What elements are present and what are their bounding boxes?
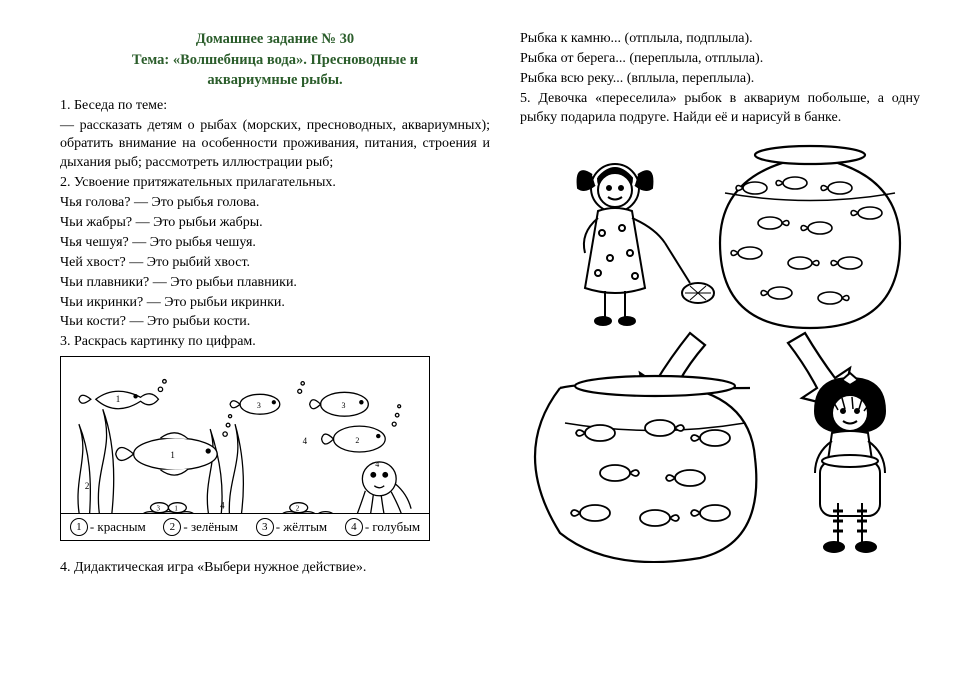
title-line-2: Тема: «Волшебница вода». Пресноводные и <box>60 51 490 71</box>
legend-label: - жёлтым <box>276 518 327 536</box>
section-1-heading: 1. Беседа по теме: <box>60 97 490 116</box>
legend-label: - зелёным <box>183 518 238 536</box>
svg-text:1: 1 <box>174 505 178 513</box>
svg-text:1: 1 <box>116 395 120 405</box>
title-line-3: аквариумные рыбы. <box>60 71 490 91</box>
title-line-1: Домашнее задание № 30 <box>60 30 490 50</box>
sentence-line: Рыбка от берега... (переплыла, отплыла). <box>520 50 920 69</box>
qa-line: Чей хвост? — Это рыбий хвост. <box>60 254 490 273</box>
svg-text:2: 2 <box>296 505 300 513</box>
qa-line: Чьи кости? — Это рыбьи кости. <box>60 313 490 332</box>
qa-line: Чья голова? — Это рыбья голова. <box>60 194 490 213</box>
section-5: 5. Девочка «переселила» рыбок в аквариум… <box>520 90 920 128</box>
section-3-heading: 3. Раскрась картинку по цифрам. <box>60 333 490 352</box>
qa-line: Чья чешуя? — Это рыбья чешуя. <box>60 234 490 253</box>
legend-label: - голубым <box>365 518 420 536</box>
svg-text:3: 3 <box>156 505 160 513</box>
coloring-figure: 2 4 1 1 <box>60 356 430 541</box>
svg-text:2: 2 <box>355 436 359 445</box>
qa-line: Чьи жабры? — Это рыбьи жабры. <box>60 214 490 233</box>
legend-number: 1 <box>70 518 88 536</box>
svg-text:4: 4 <box>375 460 379 469</box>
legend-number: 2 <box>163 518 181 536</box>
sentence-line: Рыбка всю реку... (вплыла, переплыла). <box>520 70 920 89</box>
girl-with-jar <box>815 373 885 552</box>
section-4-heading: 4. Дидактическая игра «Выбери нужное дей… <box>60 559 490 578</box>
section-2-heading: 2. Усвоение притяжательных прилагательны… <box>60 174 490 193</box>
svg-text:1: 1 <box>170 450 174 460</box>
svg-text:4: 4 <box>303 436 308 446</box>
legend-number: 3 <box>256 518 274 536</box>
right-column: Рыбка к камню... (отплыла, подплыла). Ры… <box>520 30 920 658</box>
qa-line: Чьи икринки? — Это рыбьи икринки. <box>60 294 490 313</box>
legend-label: - красным <box>90 518 146 536</box>
left-column: Домашнее задание № 30 Тема: «Волшебница … <box>60 30 490 658</box>
fishbowl-top <box>720 146 900 328</box>
legend-number: 4 <box>345 518 363 536</box>
sentence-line: Рыбка к камню... (отплыла, подплыла). <box>520 30 920 49</box>
fishbowl-illustration: ros <box>520 133 920 563</box>
coloring-legend: 1 - красным 2 - зелёным 3 - жёлтым 4 - г… <box>61 513 429 540</box>
legend-item: 1 - красным <box>70 518 146 536</box>
fishbowl-bottom: ros <box>535 376 756 562</box>
legend-item: 4 - голубым <box>345 518 420 536</box>
section-1-body: — рассказать детям о рыбах (морских, пре… <box>60 117 490 174</box>
svg-text:4: 4 <box>220 501 225 511</box>
legend-item: 2 - зелёным <box>163 518 238 536</box>
fishbowl-svg: ros <box>520 133 920 563</box>
girl-with-net <box>578 164 714 325</box>
qa-line: Чьи плавники? — Это рыбьи плавники. <box>60 274 490 293</box>
legend-item: 3 - жёлтым <box>256 518 327 536</box>
svg-text:3: 3 <box>341 401 345 410</box>
worksheet-page: Домашнее задание № 30 Тема: «Волшебница … <box>0 0 960 678</box>
svg-text:3: 3 <box>257 401 261 410</box>
svg-text:2: 2 <box>85 481 89 491</box>
